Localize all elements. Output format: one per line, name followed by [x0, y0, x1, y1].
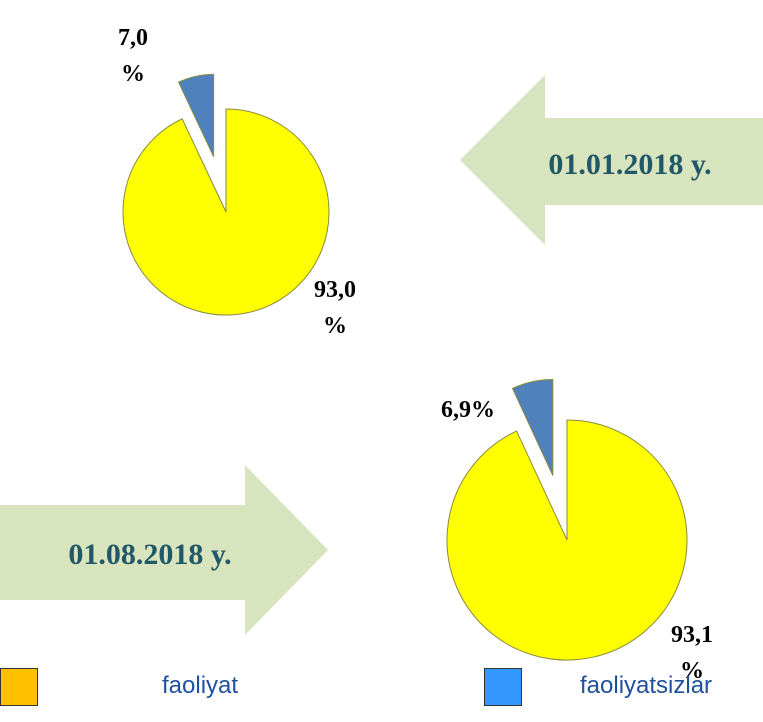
- data-label: 7,0 %: [118, 25, 148, 87]
- chart-title: 01.08.2018 y.: [68, 538, 232, 571]
- legend-swatch: [484, 668, 522, 706]
- legend-swatch: [0, 668, 38, 706]
- pie-slice: [122, 108, 330, 316]
- pie-slice: [177, 73, 215, 157]
- pie-slice: [446, 419, 688, 661]
- data-label: 6,9%: [441, 397, 495, 423]
- chart-title: 01.01.2018 y.: [548, 148, 712, 181]
- arrow-left: [460, 75, 763, 245]
- legend-label: faoliyat: [162, 672, 239, 699]
- pie-slice: [511, 379, 554, 476]
- data-label: 93,1 %: [671, 622, 713, 684]
- data-label: 93,0 %: [314, 277, 356, 339]
- arrow-right: [0, 465, 328, 635]
- legend-label: faoliyatsizlar: [580, 672, 713, 699]
